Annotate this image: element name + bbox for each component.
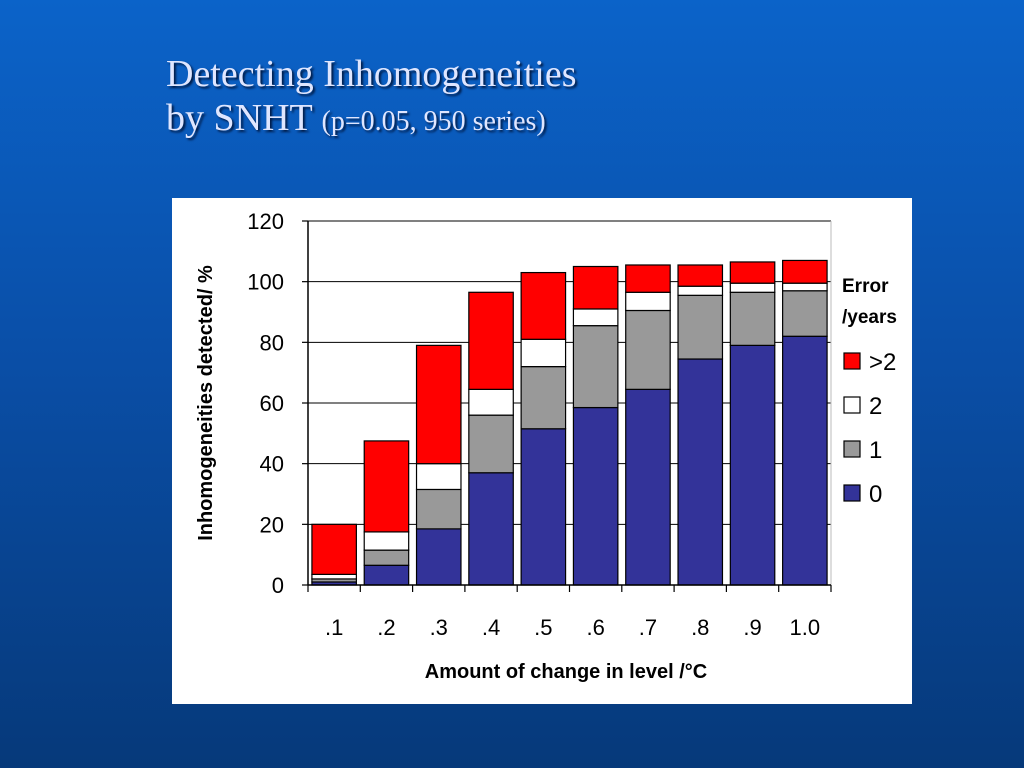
y-tick-label: 40 bbox=[260, 452, 284, 477]
bar-segment bbox=[572, 325, 619, 409]
bar-segment bbox=[677, 358, 724, 586]
bar-segment bbox=[468, 472, 514, 586]
bar-segment bbox=[468, 414, 514, 474]
y-tick-label: 80 bbox=[260, 330, 284, 355]
slide-title: Detecting Inhomogeneities by SNHT (p=0.0… bbox=[166, 52, 577, 144]
bar-segment bbox=[468, 291, 514, 390]
x-tick-label: .1 bbox=[325, 615, 343, 640]
x-tick-label: .2 bbox=[377, 615, 395, 640]
bar-segment bbox=[311, 573, 357, 580]
bar-segment bbox=[415, 488, 462, 530]
x-tick-label: .9 bbox=[743, 615, 761, 640]
legend-swatch bbox=[843, 352, 861, 370]
bar-segment bbox=[782, 290, 828, 337]
bar-segment bbox=[572, 265, 619, 310]
bar-segment bbox=[363, 440, 410, 533]
legend-label: 2 bbox=[869, 393, 882, 420]
x-tick-label: .5 bbox=[534, 615, 552, 640]
bar-segment bbox=[677, 264, 724, 287]
title-line-2: by SNHT (p=0.05, 950 series) bbox=[166, 96, 577, 144]
title-subtitle: (p=0.05, 950 series) bbox=[321, 106, 546, 137]
legend-title-years: /years bbox=[842, 307, 897, 328]
bar-segment bbox=[572, 308, 619, 327]
bar-segment bbox=[729, 344, 776, 586]
bar-segment bbox=[729, 291, 776, 346]
bar-segment bbox=[415, 344, 462, 465]
axes: 0 20 40 60 80 100 120 .1 .2 .3 .4 .5 .6 .7 .8 .9 1.0 bbox=[247, 209, 832, 640]
bar-segment bbox=[520, 338, 567, 368]
bar-segment bbox=[520, 428, 567, 586]
legend-swatch bbox=[843, 484, 861, 502]
legend-swatch bbox=[843, 396, 861, 414]
bar-segment bbox=[363, 564, 410, 586]
bar-segment bbox=[729, 282, 776, 293]
x-tick-label: .4 bbox=[482, 615, 500, 640]
y-tick-label: 0 bbox=[272, 573, 284, 598]
x-tick-label: 1.0 bbox=[790, 615, 821, 640]
x-axis-label: Amount of change in level /°C bbox=[425, 661, 707, 683]
bar-segment bbox=[363, 549, 410, 566]
y-tick-label: 100 bbox=[247, 270, 284, 295]
title-line-1: Detecting Inhomogeneities bbox=[166, 53, 577, 95]
bar-segment bbox=[782, 259, 828, 284]
x-tick-label: .3 bbox=[430, 615, 448, 640]
bar-segment bbox=[363, 531, 410, 551]
bar-segment bbox=[625, 264, 671, 293]
legend-label: 0 bbox=[869, 481, 882, 508]
legend-label: >2 bbox=[869, 349, 896, 376]
bar-segment bbox=[625, 388, 671, 586]
bar-segment bbox=[311, 523, 357, 575]
bar-segment bbox=[625, 309, 671, 390]
x-tick-label: .7 bbox=[639, 615, 657, 640]
y-tick-label: 20 bbox=[260, 512, 284, 537]
y-axis-label: Inhomogeneities detected/ % bbox=[195, 265, 217, 541]
legend-swatch bbox=[843, 440, 861, 458]
title-main: by SNHT bbox=[166, 97, 313, 139]
x-tick-label: .8 bbox=[691, 615, 709, 640]
bar-segment bbox=[572, 406, 619, 586]
legend-title-error: Error bbox=[842, 276, 889, 297]
y-tick-label: 120 bbox=[247, 209, 284, 234]
bar-segment bbox=[520, 366, 567, 430]
bar-segment bbox=[782, 335, 828, 586]
chart-panel: 0 20 40 60 80 100 120.1.2.3.4.5.6.7.8.9 1.0 Inh… bbox=[172, 198, 912, 704]
bar-segment bbox=[520, 271, 567, 340]
y-tick-label: 60 bbox=[260, 391, 284, 416]
bar-segment bbox=[468, 388, 514, 416]
legend: Error /years >2 2 1 0 bbox=[842, 276, 897, 508]
bar-segment bbox=[677, 285, 724, 296]
bar-segment bbox=[677, 294, 724, 360]
legend-label: 1 bbox=[869, 437, 882, 464]
bar-segment bbox=[729, 261, 776, 284]
bar-segment bbox=[625, 291, 671, 312]
bar-segment bbox=[782, 282, 828, 292]
bars bbox=[311, 259, 828, 586]
bar-segment bbox=[415, 528, 462, 586]
x-tick-label: .6 bbox=[586, 615, 604, 640]
bar-segment bbox=[415, 463, 462, 491]
